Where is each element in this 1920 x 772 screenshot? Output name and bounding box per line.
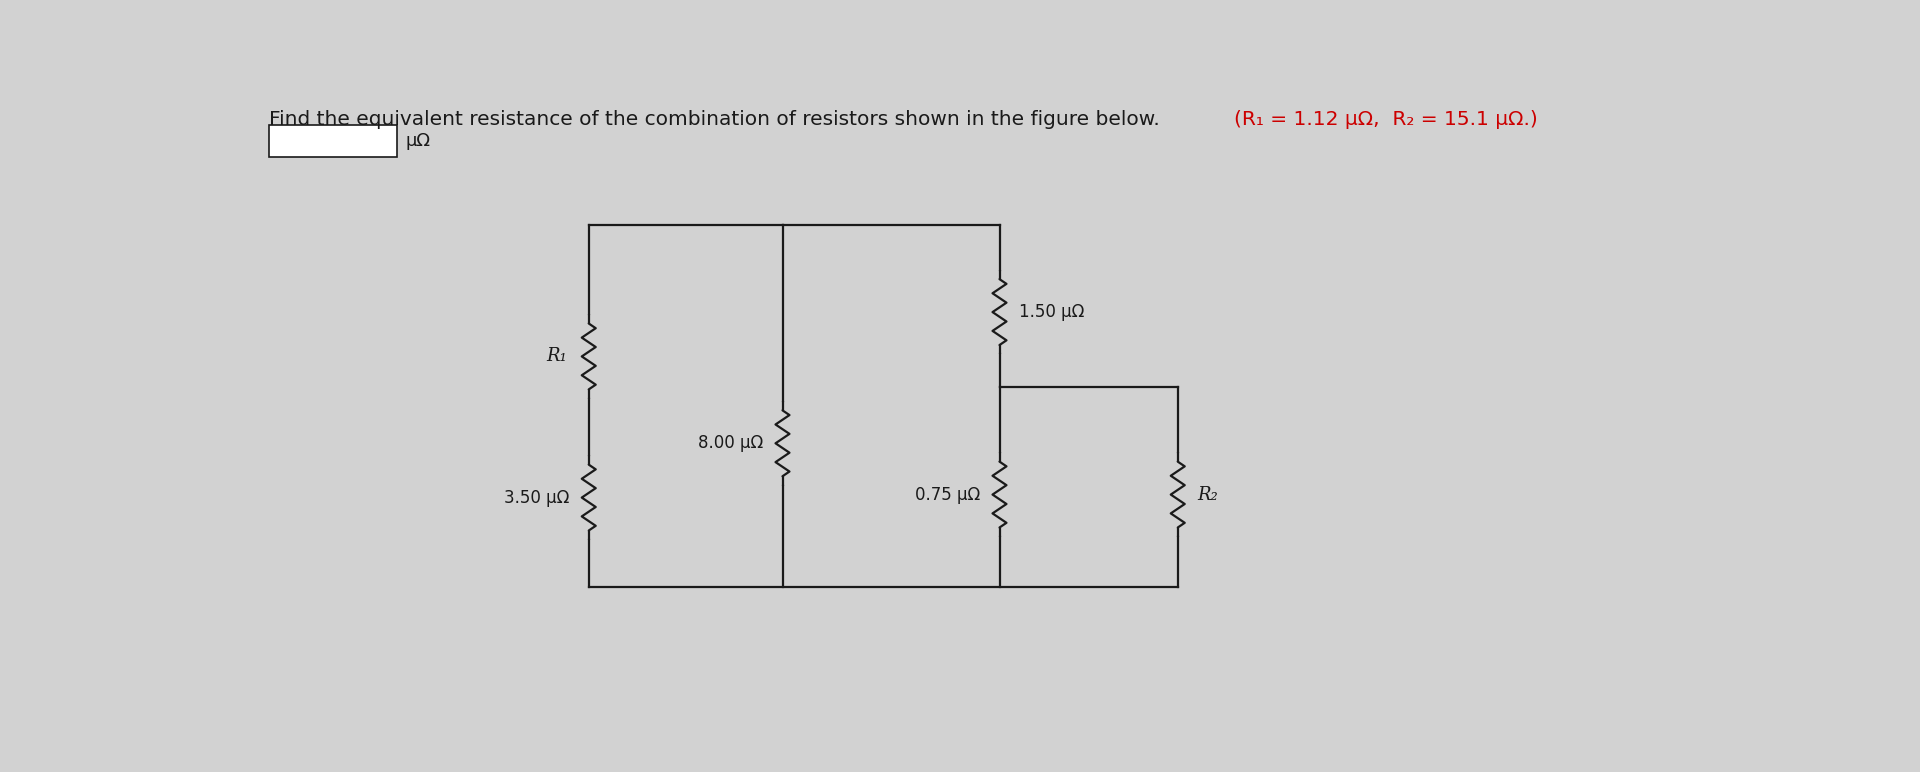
Text: 1.50 μΩ: 1.50 μΩ xyxy=(1020,303,1085,321)
Text: 0.75 μΩ: 0.75 μΩ xyxy=(914,486,979,503)
Text: 3.50 μΩ: 3.50 μΩ xyxy=(503,489,570,506)
Text: R₂: R₂ xyxy=(1198,486,1217,503)
Text: (R₁ = 1.12 μΩ,  R₂ = 15.1 μΩ.): (R₁ = 1.12 μΩ, R₂ = 15.1 μΩ.) xyxy=(1235,110,1538,129)
Text: 8.00 μΩ: 8.00 μΩ xyxy=(697,435,762,452)
Text: Find the equivalent resistance of the combination of resistors shown in the figu: Find the equivalent resistance of the co… xyxy=(269,110,1160,129)
Text: R₁: R₁ xyxy=(547,347,566,365)
FancyBboxPatch shape xyxy=(269,125,397,157)
Text: μΩ: μΩ xyxy=(405,132,430,150)
